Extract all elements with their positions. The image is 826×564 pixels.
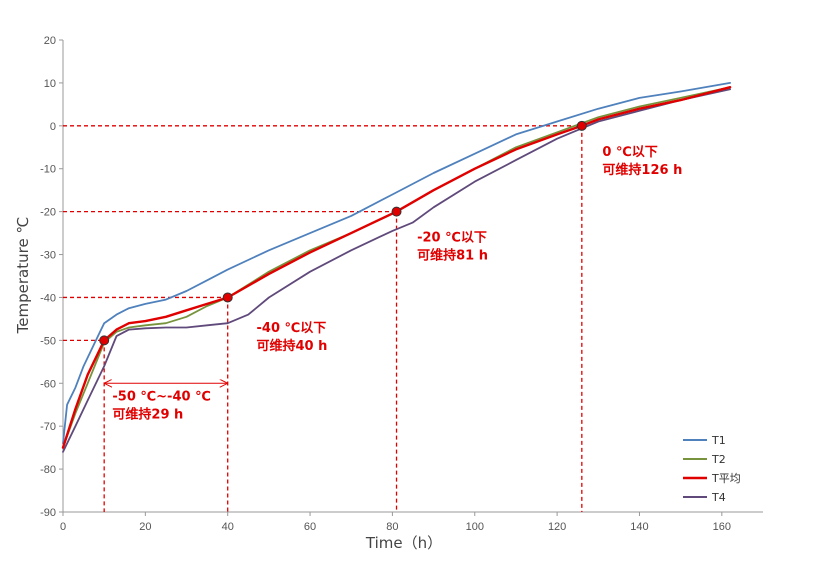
legend-entry: T1 — [711, 434, 726, 447]
legend-entry: T4 — [711, 491, 726, 504]
reference-point — [99, 335, 110, 346]
reference-point — [391, 206, 402, 217]
annotation-line2: 可维持40 h — [257, 338, 328, 354]
axes — [59, 39, 763, 516]
y-axis-title: Temperature ℃ — [14, 217, 32, 335]
y-tick-label: -70 — [40, 421, 56, 433]
annotation-line1: 0 ℃以下 — [602, 145, 657, 160]
y-tick-label: 10 — [44, 78, 56, 90]
x-tick-label: 20 — [139, 521, 151, 533]
x-axis-title: Time（h） — [365, 534, 442, 552]
legend-entry: T2 — [711, 453, 726, 466]
annotation-line2: 可维持29 h — [112, 406, 183, 422]
legend: T1 T2 T平均 T4 — [683, 434, 741, 504]
y-tick-label: -80 — [40, 464, 56, 476]
annotation-line1: -50 ℃~-40 ℃ — [112, 389, 210, 404]
y-tick-label: -60 — [40, 378, 56, 390]
x-tick-label: 0 — [60, 521, 66, 533]
x-tick-label: 140 — [630, 521, 648, 533]
x-tick-label: 40 — [222, 521, 234, 533]
annotation-line1: -20 ℃以下 — [417, 231, 487, 246]
reference-markers — [99, 120, 587, 346]
y-tick-label: -20 — [40, 207, 56, 219]
annotation-line2: 可维持81 h — [417, 248, 488, 264]
series-line-1 — [62, 82, 731, 445]
annotation-line1: -40 ℃以下 — [257, 321, 327, 336]
x-tick-label: 100 — [466, 521, 484, 533]
y-tick-label: 20 — [44, 35, 56, 47]
series-line-2 — [62, 86, 731, 449]
y-tick-label: -40 — [40, 292, 56, 304]
series-line-4 — [62, 88, 731, 453]
reference-point — [576, 120, 587, 131]
y-tick-label: -30 — [40, 250, 56, 262]
legend-entry: T平均 — [711, 472, 741, 485]
x-tick-label: 80 — [386, 521, 398, 533]
x-tick-label: 120 — [548, 521, 566, 533]
y-tick-label: -10 — [40, 164, 56, 176]
annotation-line2: 可维持126 h — [602, 162, 682, 178]
x-tick-label: 60 — [304, 521, 316, 533]
y-tick-label: -50 — [40, 335, 56, 347]
y-tick-label: 0 — [50, 121, 56, 133]
reference-point — [222, 292, 233, 303]
reference-lines — [63, 125, 583, 512]
x-tick-label: 160 — [713, 521, 731, 533]
y-tick-label: -90 — [40, 507, 56, 519]
